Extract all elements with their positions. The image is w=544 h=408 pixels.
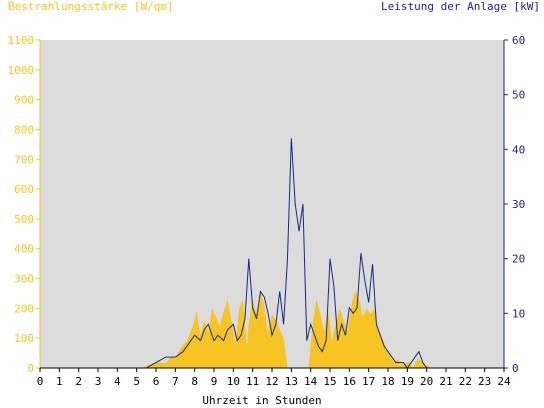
left-tick-label: 700 — [14, 153, 34, 166]
x-tick-label: 1 — [56, 375, 63, 388]
x-axis-title: Uhrzeit in Stunden — [202, 394, 321, 407]
right-tick-label: 50 — [512, 89, 525, 102]
left-ticks: 0 100 200 300 400 500 600 700 800 900 1000 1100 — [8, 34, 40, 375]
x-tick-label: 0 — [37, 375, 44, 388]
x-tick-label: 17 — [362, 375, 375, 388]
right-tick-label: 20 — [512, 253, 525, 266]
x-tick-label: 15 — [323, 375, 336, 388]
x-tick-label: 3 — [95, 375, 102, 388]
power-line — [40, 138, 504, 369]
series-layer — [40, 138, 504, 369]
right-tick-label: 10 — [512, 307, 525, 320]
right-tick-label: 40 — [512, 143, 525, 156]
x-tick-label: 23 — [478, 375, 491, 388]
x-tick-label: 16 — [343, 375, 356, 388]
left-tick-label: 1100 — [8, 34, 35, 47]
left-tick-label: 400 — [14, 243, 34, 256]
irradiance-area — [40, 290, 504, 368]
left-axis-title: Bestrahlungsstärke [W/qm] — [8, 0, 174, 13]
left-tick-label: 900 — [14, 94, 34, 107]
x-tick-label: 20 — [420, 375, 433, 388]
right-tick-label: 60 — [512, 34, 525, 47]
x-tick-label: 12 — [265, 375, 278, 388]
right-tick-label: 30 — [512, 198, 525, 211]
left-tick-label: 100 — [14, 332, 34, 345]
left-tick-label: 800 — [14, 123, 34, 136]
x-tick-label: 5 — [133, 375, 140, 388]
left-tick-label: 600 — [14, 183, 34, 196]
left-tick-label: 500 — [14, 213, 34, 226]
x-tick-label: 9 — [211, 375, 218, 388]
x-tick-label: 13 — [285, 375, 298, 388]
left-tick-label: 0 — [27, 362, 34, 375]
plot-background — [40, 40, 504, 368]
x-tick-label: 10 — [227, 375, 240, 388]
x-tick-label: 14 — [304, 375, 318, 388]
left-tick-label: 200 — [14, 302, 34, 315]
x-tick-label: 22 — [459, 375, 472, 388]
right-tick-label: 0 — [512, 362, 519, 375]
left-tick-label: 1000 — [8, 64, 35, 77]
x-tick-label: 2 — [75, 375, 82, 388]
x-tick-label: 24 — [497, 375, 511, 388]
x-tick-label: 8 — [191, 375, 198, 388]
left-tick-label: 300 — [14, 273, 34, 286]
x-tick-label: 18 — [381, 375, 394, 388]
x-tick-label: 7 — [172, 375, 179, 388]
x-tick-label: 4 — [114, 375, 121, 388]
x-ticks: 0 1 2 3 4 5 6 7 8 9 10 11 12 13 14 15 16 17 18 19 20 21 22 23 24 — [37, 368, 511, 388]
x-tick-label: 19 — [401, 375, 414, 388]
right-ticks: 0 10 20 30 40 50 60 — [504, 34, 525, 375]
right-axis-title: Leistung der Anlage [kW] — [381, 0, 540, 13]
x-tick-label: 11 — [246, 375, 259, 388]
x-tick-label: 21 — [439, 375, 452, 388]
x-tick-label: 6 — [153, 375, 160, 388]
